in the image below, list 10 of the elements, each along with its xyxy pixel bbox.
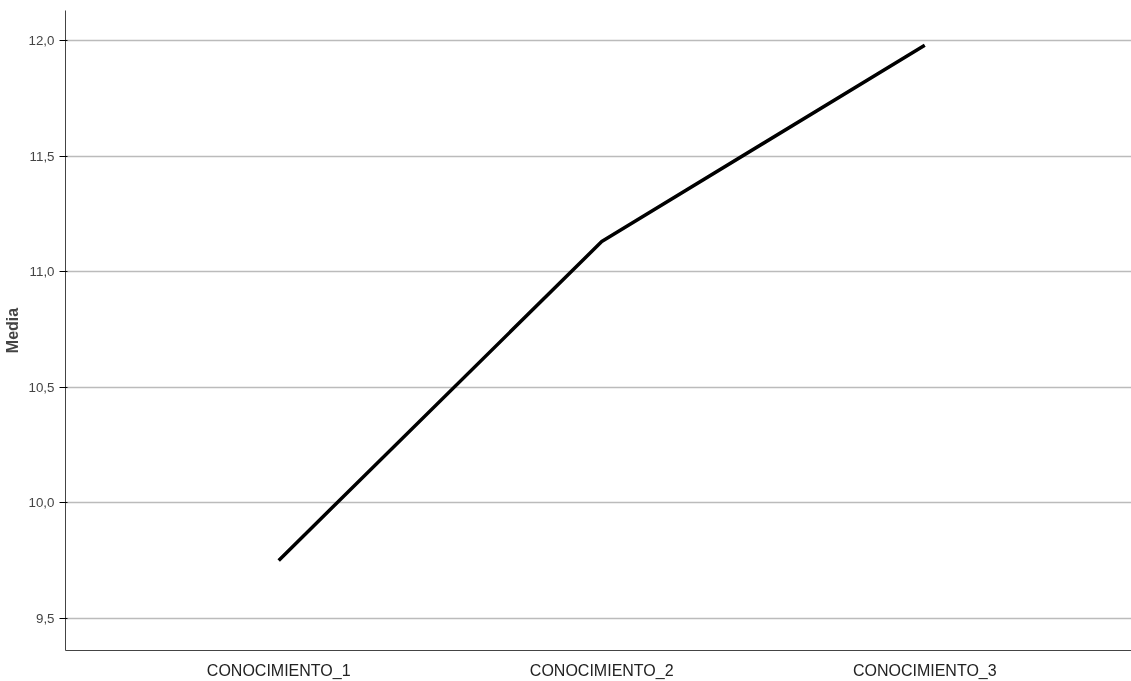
x-tick-label: CONOCIMIENTO_2 (529, 661, 674, 680)
y-tick-label: 10,0 (28, 495, 55, 511)
y-tick-label: 9,5 (35, 610, 55, 626)
y-tick-label: 10,5 (28, 379, 55, 395)
x-tick-label: CONOCIMIENTO_3 (852, 661, 997, 680)
y-axis-title: Media (3, 307, 21, 354)
y-tick-label: 11,0 (29, 264, 55, 280)
x-tick-label: CONOCIMIENTO_1 (206, 661, 351, 680)
y-tick-label: 11,5 (29, 148, 55, 164)
y-tick-label: 12,0 (28, 33, 55, 49)
